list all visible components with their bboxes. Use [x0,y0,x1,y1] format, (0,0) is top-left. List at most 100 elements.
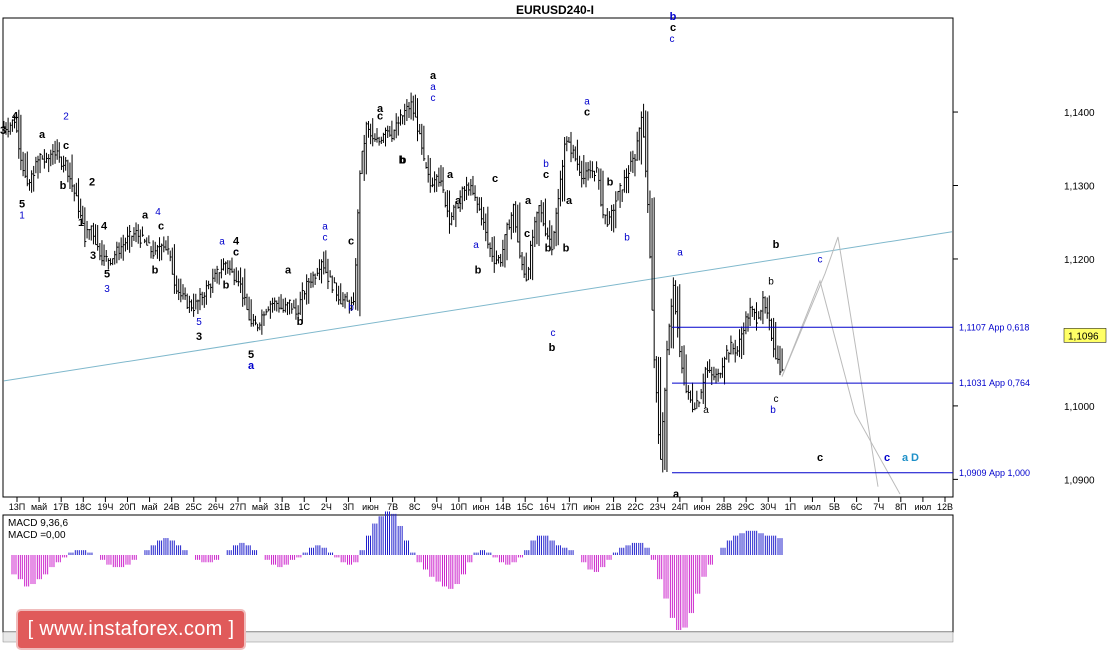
wave-label: a [703,405,709,416]
fib-level-label: 1,1031 Арр 0,764 [959,378,1030,388]
x-tick-label: 17П [561,502,577,512]
wave-label: a [473,240,479,251]
wave-label: b [563,243,570,255]
wave-label: 4 [101,221,108,233]
wave-label: b [624,233,630,244]
wave-label: a [322,222,328,233]
x-tick-label: 17В [53,502,69,512]
x-tick-label: июл [804,502,821,512]
wave-label: a [584,97,590,108]
x-tick-label: 16Ч [539,502,555,512]
fib-level-label: 1,0909 Арр 1,000 [959,468,1030,478]
wave-label: a [430,82,436,93]
x-tick-label: май [252,502,268,512]
x-tick-label: 20П [119,502,135,512]
wave-label: a [377,103,384,115]
x-tick-label: 28В [716,502,732,512]
x-tick-label: 25С [186,502,203,512]
wave-label: a [902,452,909,464]
x-tick-label: 23Ч [650,502,666,512]
x-tick-label: июн [362,502,379,512]
x-tick-label: июн [583,502,600,512]
y-tick-label: 1,1400 [1064,108,1095,119]
wave-label: b [773,239,780,251]
wave-label: b [670,11,677,23]
wave-label: a [285,265,292,277]
projection-path [781,279,901,495]
wave-label: 5 [196,317,202,328]
wave-label: b [545,243,552,255]
x-tick-label: июн [694,502,711,512]
wave-label: a [673,489,680,501]
x-tick-label: 2Ч [321,502,332,512]
x-tick-label: май [31,502,47,512]
x-tick-label: 31В [274,502,290,512]
y-tick-label: 1,1000 [1064,402,1095,413]
main-plot-frame [2,17,954,498]
macd-value-label: MACD =0,00 [8,530,66,541]
wave-label: 5 [104,268,110,280]
wave-label: a [455,195,462,207]
wave-label: 1 [19,211,25,222]
wave-label: c [233,246,239,258]
wave-label: b [297,316,304,328]
wave-label: c [670,34,675,45]
x-tick-label: 29С [738,502,755,512]
y-tick-label: 1,1200 [1064,255,1095,266]
x-tick-label: июн [473,502,490,512]
wave-label: a [525,195,532,207]
trendline [3,231,953,382]
indicator-scrollbar[interactable] [2,631,954,643]
wave-label: 3 [196,331,202,343]
chart-title: EURUSD240-I [516,3,594,17]
wave-label: c [63,140,69,152]
wave-label: b [348,302,354,313]
x-tick-label: 12В [937,502,953,512]
fib-level-label: 1,1107 Арр 0,618 [959,322,1029,332]
x-tick-label: 7Ч [873,502,884,512]
wave-label: a [39,129,46,141]
wave-label: b [475,265,482,277]
wave-label: b [607,177,614,189]
current-price-label: 1,1096 [1068,331,1099,342]
wave-label: 2 [89,177,95,189]
wave-label: c [884,452,890,464]
x-tick-label: 8С [409,502,421,512]
wave-label: 3 [0,125,6,137]
x-tick-label: 9Ч [431,502,442,512]
wave-label: c [817,452,823,464]
wave-label: b [770,405,776,416]
wave-label: 1 [78,217,84,229]
wave-label: 2 [63,111,69,122]
wave-label: 5 [19,199,25,211]
x-tick-label: 6С [851,502,863,512]
wave-label: c [584,107,590,119]
wave-label: c [323,233,328,244]
wave-label: 4 [12,110,19,122]
wave-label: c [492,173,498,185]
wave-label: b [223,279,230,291]
x-tick-label: 5В [829,502,840,512]
x-tick-label: 24П [672,502,688,512]
x-tick-label: 1П [785,502,796,512]
wave-label: b [543,159,549,170]
wave-label: b [399,154,406,166]
wave-label: a [142,210,149,222]
wave-label: c [234,247,239,258]
wave-label: c [818,255,823,266]
wave-label: b [768,277,774,288]
x-tick-label: 3П [343,502,354,512]
wave-label: b [152,265,159,277]
y-tick-label: 1,1300 [1064,182,1095,193]
wave-label: a [447,169,454,181]
wave-label: c [551,328,556,339]
wave-label: c [543,169,549,181]
wave-label: D [911,452,919,464]
wave-label: a [219,236,225,247]
x-tick-label: 15С [517,502,534,512]
x-tick-label: 7В [387,502,398,512]
x-tick-label: 1С [298,502,310,512]
y-tick-label: 1,0900 [1064,475,1095,486]
wave-label: b [549,342,556,354]
